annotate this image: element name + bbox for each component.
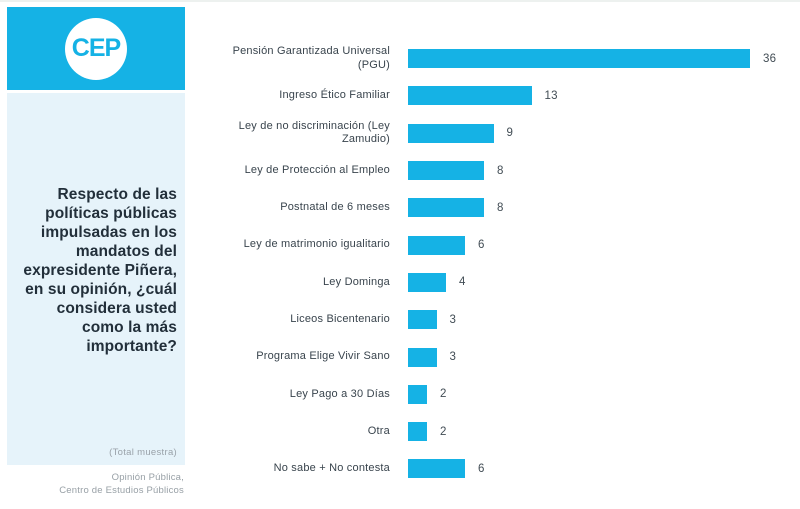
value-label: 3: [449, 313, 457, 326]
bar-area: 6: [408, 459, 485, 479]
bar-area: 9: [408, 123, 514, 143]
bar: [408, 310, 437, 330]
category-label: Ley de no discriminación (Ley Zamudio): [238, 119, 390, 146]
chart-row: Ley Pago a 30 Días 2: [230, 376, 790, 413]
chart-row: No sabe + No contesta 6: [230, 450, 790, 487]
chart-row: Liceos Bicentenario 3: [230, 301, 790, 338]
bar: [408, 49, 750, 69]
category-label: Ley Dominga: [322, 275, 390, 288]
chart-row: Ingreso Ético Familiar 13: [230, 77, 790, 114]
value-label: 4: [459, 276, 466, 289]
chart-row: Ley de Protección al Empleo 8: [230, 152, 790, 189]
value-label: 9: [506, 127, 514, 140]
category-label: Ingreso Ético Familiar: [279, 89, 390, 102]
value-label: 6: [478, 462, 485, 475]
value-label: 3: [449, 351, 457, 364]
category-label: Liceos Bicentenario: [290, 312, 390, 325]
bar-area: 3: [408, 347, 457, 367]
top-border: [0, 0, 800, 2]
chart-row: Postnatal de 6 meses 8: [230, 189, 790, 226]
bar-area: 8: [408, 161, 504, 181]
category-label: Programa Elige Vivir Sano: [256, 350, 390, 363]
chart-row: Programa Elige Vivir Sano 3: [230, 338, 790, 375]
value-label: 8: [497, 164, 504, 177]
bar-area: 36: [408, 49, 777, 69]
source-attribution: Opinión Pública, Centro de Estudios Públ…: [7, 472, 185, 497]
bar-area: 2: [408, 422, 447, 442]
bar: [408, 422, 427, 442]
cep-logo-icon: CEP: [71, 34, 121, 62]
category-label: Ley de Protección al Empleo: [244, 163, 390, 176]
bar: [408, 459, 465, 479]
bar-chart: Pensión Garantizada Universal (PGU) 36 Ing…: [230, 40, 790, 488]
category-label: Ley Pago a 30 Días: [289, 387, 390, 400]
bar: [408, 161, 484, 181]
chart-row: Ley Dominga 4: [230, 264, 790, 301]
chart-row: Otra 2: [230, 413, 790, 450]
chart-row: Ley de no discriminación (Ley Zamudio) 9: [230, 115, 790, 152]
category-label: No sabe + No contesta: [273, 462, 390, 475]
bar-area: 6: [408, 235, 485, 255]
bar: [408, 384, 427, 404]
bar: [408, 347, 437, 367]
category-label: Ley de matrimonio igualitario: [243, 238, 390, 251]
bar-area: 4: [408, 272, 466, 292]
value-label: 6: [478, 239, 485, 252]
bar: [408, 235, 465, 255]
question-panel: Respecto de las políticas públicas impul…: [7, 93, 185, 465]
chart-row: Pensión Garantizada Universal (PGU) 36: [230, 40, 790, 77]
category-label: Otra: [367, 424, 390, 437]
cep-logo-box: CEP: [7, 7, 185, 90]
category-label: Postnatal de 6 meses: [280, 201, 390, 214]
cep-logo-circle: CEP: [65, 17, 127, 80]
value-label: 2: [440, 425, 447, 438]
bar: [408, 86, 532, 106]
survey-question: Respecto de las políticas públicas impul…: [23, 186, 177, 355]
bar-rows: Pensión Garantizada Universal (PGU) 36 Ing…: [230, 40, 790, 488]
source-line-1: Opinión Pública,: [111, 472, 184, 483]
bar: [408, 272, 446, 292]
category-label: Pensión Garantizada Universal (PGU): [232, 45, 390, 71]
value-label: 13: [544, 89, 558, 102]
value-label: 8: [497, 201, 504, 214]
bar-area: 3: [408, 310, 457, 330]
chart-row: Ley de matrimonio igualitario 6: [230, 226, 790, 263]
bar-area: 2: [408, 384, 447, 404]
bar-area: 13: [408, 86, 558, 106]
source-line-2: Centro de Estudios Públicos: [59, 484, 184, 496]
bar: [408, 198, 484, 218]
value-label: 36: [763, 52, 777, 65]
bar-area: 8: [408, 198, 504, 218]
sample-note: (Total muestra): [109, 447, 177, 458]
bar: [408, 123, 494, 143]
value-label: 2: [440, 388, 447, 401]
